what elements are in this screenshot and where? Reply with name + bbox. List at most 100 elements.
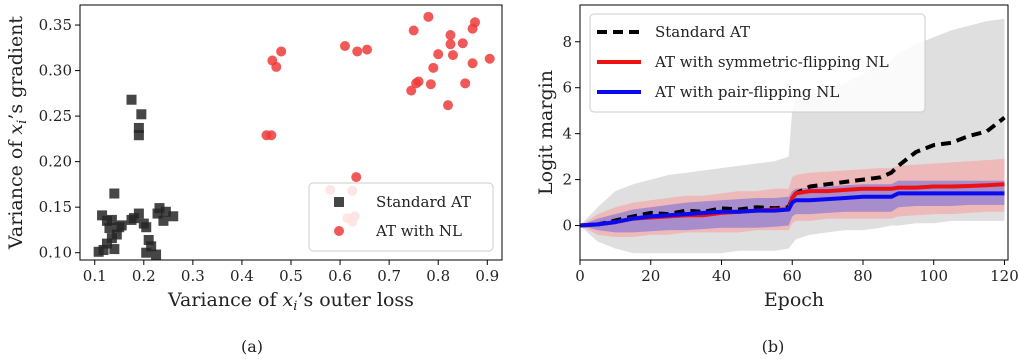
y-tick-label: 0.15 bbox=[39, 198, 72, 216]
caption-b: (b) bbox=[762, 337, 785, 356]
caption-a: (a) bbox=[241, 337, 263, 356]
x-tick-label: 0.8 bbox=[426, 267, 450, 285]
plot-frame bbox=[579, 4, 1009, 261]
point-at-with-nl bbox=[406, 85, 417, 96]
point-at-with-nl bbox=[445, 39, 456, 50]
point-at-with-nl bbox=[447, 50, 458, 61]
x-axis-label: Variance of xi’s outer loss bbox=[167, 289, 414, 314]
point-standard-at bbox=[109, 188, 120, 199]
line-at-with-pair-flipping-nl bbox=[579, 191, 1005, 228]
y-tick-label: 0 bbox=[562, 217, 572, 235]
y-tick-label: 6 bbox=[562, 79, 572, 97]
y-tick-label: 0.10 bbox=[39, 244, 72, 262]
y-tick-label: 0.20 bbox=[39, 153, 72, 171]
y-tick-label: 0.25 bbox=[39, 107, 72, 125]
y-tick-label: 8 bbox=[562, 33, 572, 51]
y-tick-label: 0.35 bbox=[39, 16, 72, 34]
legend-marker-at-with-nl bbox=[334, 226, 344, 236]
point-at-with-nl bbox=[460, 78, 471, 89]
point-standard-at bbox=[141, 247, 152, 258]
point-at-with-nl bbox=[428, 62, 439, 73]
point-at-with-nl bbox=[411, 78, 422, 89]
point-at-with-nl bbox=[467, 58, 478, 69]
y-axis-label: Variance of xi’s gradient bbox=[5, 16, 30, 250]
y-tick-label: 0.30 bbox=[39, 62, 72, 80]
legend-marker-standard-at bbox=[334, 197, 344, 207]
point-at-with-nl bbox=[362, 44, 373, 55]
x-tick-label: 0.5 bbox=[279, 267, 303, 285]
point-at-with-nl bbox=[425, 79, 436, 90]
x-tick-label: 0.2 bbox=[132, 267, 156, 285]
x-tick-label: 0.4 bbox=[230, 267, 254, 285]
point-standard-at bbox=[146, 241, 157, 252]
point-standard-at bbox=[97, 210, 108, 221]
x-tick-label: 40 bbox=[712, 267, 731, 285]
legend-box bbox=[308, 182, 494, 252]
legend: Standard AT AT with NL bbox=[308, 182, 494, 252]
legend-label-standard-at: Standard AT bbox=[655, 23, 750, 41]
point-standard-at bbox=[138, 218, 149, 229]
point-at-with-nl bbox=[484, 53, 495, 64]
point-standard-at bbox=[154, 203, 165, 214]
x-axis-label: Epoch bbox=[764, 289, 824, 311]
point-at-with-nl bbox=[408, 25, 419, 36]
point-at-with-nl bbox=[339, 40, 350, 51]
legend-label-symmetric-flipping: AT with symmetric-flipping NL bbox=[654, 53, 889, 71]
x-tick-label: 120 bbox=[990, 267, 1019, 285]
point-standard-at bbox=[151, 249, 162, 260]
point-at-with-nl bbox=[271, 61, 282, 72]
point-standard-at bbox=[93, 246, 104, 257]
point-standard-at bbox=[109, 244, 120, 255]
x-tick-label: 0.3 bbox=[181, 267, 205, 285]
legend-label-standard-at: Standard AT bbox=[376, 193, 471, 211]
point-at-with-nl bbox=[467, 23, 478, 34]
x-tick-label: 0.1 bbox=[83, 267, 107, 285]
legend-box bbox=[589, 13, 926, 113]
x-tick-label: 20 bbox=[641, 267, 660, 285]
point-at-with-nl bbox=[443, 100, 454, 111]
point-at-with-nl bbox=[445, 30, 456, 41]
point-at-with-nl bbox=[423, 11, 434, 22]
point-standard-at bbox=[136, 109, 147, 120]
point-standard-at bbox=[143, 234, 154, 245]
y-tick-label: 2 bbox=[562, 171, 572, 189]
point-standard-at bbox=[158, 215, 169, 226]
x-tick-label: 100 bbox=[919, 267, 948, 285]
point-at-with-nl bbox=[352, 46, 363, 57]
x-tick-label: 0.7 bbox=[377, 267, 401, 285]
point-standard-at bbox=[106, 214, 117, 225]
legend: Standard AT AT with symmetric-flipping N… bbox=[589, 13, 926, 113]
point-standard-at bbox=[101, 238, 112, 249]
x-tick-label: 0.6 bbox=[328, 267, 352, 285]
point-standard-at bbox=[152, 208, 163, 219]
point-standard-at bbox=[160, 206, 171, 217]
x-tick-label: 60 bbox=[783, 267, 802, 285]
legend-label-pair-flipping: AT with pair-flipping NL bbox=[654, 83, 839, 101]
x-tick-label: 80 bbox=[853, 267, 872, 285]
point-at-with-nl bbox=[276, 46, 287, 57]
x-tick-label: 0.9 bbox=[475, 267, 499, 285]
line-standard-at bbox=[579, 116, 1006, 228]
point-standard-at bbox=[116, 220, 127, 231]
point-standard-at bbox=[104, 223, 115, 234]
point-at-with-nl bbox=[351, 172, 362, 183]
panel-a-scatter: 0.1 0.2 0.3 0.4 0.5 0.6 0.7 0.8 0.9 0.10 0.15 0.20 0… bbox=[5, 4, 503, 356]
y-axis-label: Logit margin bbox=[535, 70, 557, 195]
point-at-with-nl bbox=[433, 49, 444, 60]
point-standard-at bbox=[133, 208, 144, 219]
x-tick-label: 0 bbox=[575, 267, 585, 285]
point-standard-at bbox=[106, 233, 117, 244]
legend-label-at-with-nl: AT with NL bbox=[375, 222, 462, 240]
point-at-with-nl bbox=[266, 130, 277, 141]
axis-ticks: 0 20 40 60 80 100 120 0 2 4 6 8 bbox=[562, 33, 1018, 285]
y-tick-label: 4 bbox=[562, 125, 572, 143]
series-lines bbox=[579, 116, 1006, 228]
point-standard-at bbox=[126, 94, 137, 105]
point-at-with-nl bbox=[457, 38, 468, 49]
point-standard-at bbox=[168, 211, 179, 222]
point-standard-at bbox=[133, 122, 144, 133]
axis-ticks: 0.1 0.2 0.3 0.4 0.5 0.6 0.7 0.8 0.9 0.10 0.15 0.20 0… bbox=[39, 16, 500, 285]
point-standard-at bbox=[133, 130, 144, 141]
